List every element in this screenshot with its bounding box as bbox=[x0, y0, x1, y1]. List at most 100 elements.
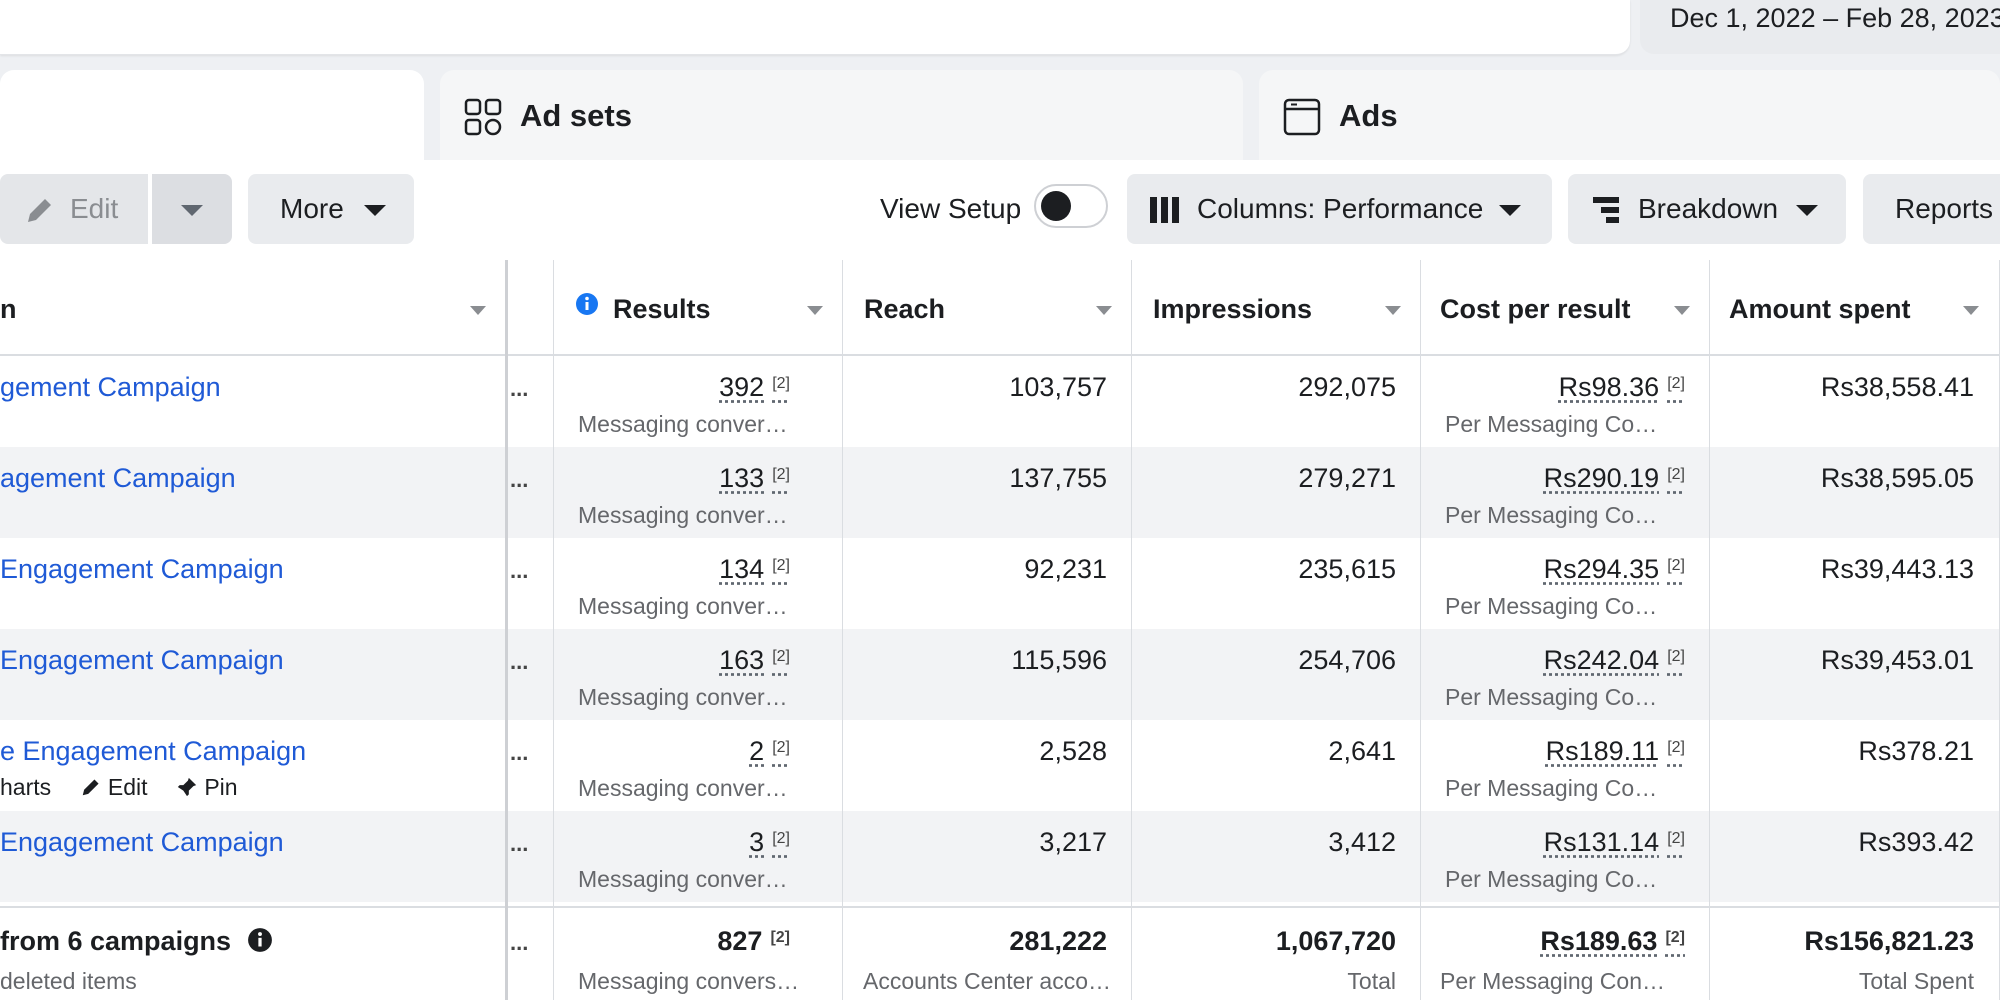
cost-per-result-value[interactable]: Rs98.36 [2] bbox=[1558, 372, 1685, 402]
campaign-name-link[interactable]: gement Campaign bbox=[0, 372, 221, 402]
table-row[interactable]: agement Campaign ... 133 [2] Messaging co… bbox=[0, 447, 2000, 538]
table-row[interactable]: Engagement Campaign ... 134 [2] Messaging… bbox=[0, 538, 2000, 629]
results-value[interactable]: 133 [2] bbox=[719, 463, 790, 493]
reports-button-label: Reports bbox=[1895, 193, 1994, 224]
breakdown-button-label: Breakdown bbox=[1638, 193, 1779, 224]
info-icon[interactable] bbox=[247, 927, 273, 953]
results-value[interactable]: 2 [2] bbox=[749, 736, 790, 766]
cost-per-result-sub: Per Messaging Co… bbox=[1445, 866, 1658, 892]
sort-icon[interactable] bbox=[1385, 306, 1401, 315]
column-header-label: Results bbox=[613, 294, 711, 324]
campaign-name-link[interactable]: e Engagement Campaign bbox=[0, 736, 307, 766]
table-row[interactable]: e Engagement Campaign harts Edit Pin ...… bbox=[0, 720, 2000, 811]
row-menu-ellipsis[interactable]: ... bbox=[510, 740, 529, 765]
column-header-spacer bbox=[505, 260, 553, 356]
row-menu-ellipsis[interactable]: ... bbox=[510, 558, 529, 583]
campaign-name-link[interactable]: Engagement Campaign bbox=[0, 554, 284, 584]
column-header-name[interactable]: n bbox=[0, 260, 505, 356]
total-amount-spent-sub: Total Spent bbox=[1858, 968, 1974, 994]
tab-campaigns[interactable] bbox=[0, 70, 424, 165]
total-cost-per-result-sub: Per Messaging Con… bbox=[1440, 968, 1665, 994]
impressions-value: 254,706 bbox=[1298, 645, 1396, 675]
view-charts-link[interactable]: harts bbox=[0, 774, 52, 800]
campaign-name-link[interactable]: Engagement Campaign bbox=[0, 827, 284, 857]
column-header-label: n bbox=[0, 294, 17, 324]
columns-button[interactable]: Columns: Performance bbox=[1127, 174, 1552, 244]
columns-button-label: Columns: Performance bbox=[1197, 193, 1484, 224]
pin-icon bbox=[177, 777, 197, 797]
edit-dropdown-button[interactable] bbox=[152, 174, 232, 244]
column-divider bbox=[553, 260, 554, 1000]
reach-value: 137,755 bbox=[1009, 463, 1107, 493]
tab-ads[interactable]: Ads bbox=[1259, 70, 2000, 160]
results-sub: Messaging conver… bbox=[578, 684, 788, 710]
view-setup-label: View Setup bbox=[880, 193, 1022, 224]
campaign-name-link[interactable]: agement Campaign bbox=[0, 463, 236, 493]
toggle-knob bbox=[1041, 191, 1071, 221]
row-menu-ellipsis[interactable]: ... bbox=[510, 376, 529, 401]
sort-icon[interactable] bbox=[1674, 306, 1690, 315]
row-edit-link[interactable]: Edit bbox=[107, 774, 148, 800]
campaigns-table: n Results Reach Impressions Cost per res… bbox=[0, 260, 2000, 1000]
column-header-label: Reach bbox=[864, 294, 946, 324]
impressions-value: 235,615 bbox=[1298, 554, 1396, 584]
tab-ad-sets[interactable]: Ad sets bbox=[440, 70, 1243, 160]
row-menu-ellipsis[interactable]: ... bbox=[510, 930, 529, 955]
impressions-value: 2,641 bbox=[1328, 736, 1396, 766]
more-button[interactable]: More bbox=[248, 174, 414, 244]
column-divider bbox=[1420, 260, 1421, 1000]
campaign-name-link[interactable]: Engagement Campaign bbox=[0, 645, 284, 675]
column-header-label: Amount spent bbox=[1729, 294, 1911, 324]
reach-value: 92,231 bbox=[1024, 554, 1107, 584]
row-menu-ellipsis[interactable]: ... bbox=[510, 467, 529, 492]
view-setup-toggle[interactable] bbox=[1034, 184, 1108, 228]
table-row[interactable]: Engagement Campaign ... 163 [2] Messaging… bbox=[0, 629, 2000, 720]
results-value[interactable]: 134 [2] bbox=[719, 554, 790, 584]
column-header-reach[interactable]: Reach bbox=[842, 260, 1131, 356]
row-menu-ellipsis[interactable]: ... bbox=[510, 831, 529, 856]
reports-button[interactable]: Reports bbox=[1863, 174, 2000, 244]
column-header-label: Impressions bbox=[1153, 294, 1313, 324]
row-menu-ellipsis[interactable]: ... bbox=[510, 649, 529, 674]
cost-per-result-value[interactable]: Rs131.14 [2] bbox=[1543, 827, 1685, 857]
total-cost-per-result-value[interactable]: Rs189.63 [2] bbox=[1540, 926, 1685, 956]
results-value[interactable]: 392 [2] bbox=[719, 372, 790, 402]
sort-icon[interactable] bbox=[1963, 306, 1979, 315]
results-value[interactable]: 3 [2] bbox=[749, 827, 790, 857]
breakdown-button[interactable]: Breakdown bbox=[1568, 174, 1846, 244]
total-results-sub: Messaging convers… bbox=[578, 968, 800, 994]
reach-value: 115,596 bbox=[1011, 645, 1107, 675]
total-impressions-value: 1,067,720 bbox=[1275, 926, 1396, 956]
sort-icon[interactable] bbox=[1096, 306, 1112, 315]
reach-value: 103,757 bbox=[1009, 372, 1107, 402]
sort-icon[interactable] bbox=[470, 306, 486, 315]
column-header-label: Cost per result bbox=[1440, 294, 1631, 324]
column-header-amount-spent[interactable]: Amount spent bbox=[1709, 260, 2000, 356]
cost-per-result-sub: Per Messaging Co… bbox=[1445, 775, 1658, 801]
cost-per-result-sub: Per Messaging Co… bbox=[1445, 684, 1658, 710]
table-row[interactable]: Engagement Campaign ... 3 [2] Messaging c… bbox=[0, 811, 2000, 902]
column-header-cost-per-result[interactable]: Cost per result bbox=[1420, 260, 1709, 356]
cost-per-result-value[interactable]: Rs294.35 [2] bbox=[1543, 554, 1685, 584]
date-range-picker[interactable]: Dec 1, 2022 – Feb 28, 2023 bbox=[1640, 0, 2000, 54]
pencil-icon bbox=[82, 779, 99, 796]
table-row[interactable]: gement Campaign ... 392 [2] Messaging con… bbox=[0, 356, 2000, 447]
results-sub: Messaging conver… bbox=[578, 593, 788, 619]
total-results-value: 827 [2] bbox=[717, 926, 790, 956]
results-value[interactable]: 163 [2] bbox=[719, 645, 790, 675]
cost-per-result-value[interactable]: Rs242.04 [2] bbox=[1543, 645, 1685, 675]
sort-icon[interactable] bbox=[807, 306, 823, 315]
column-header-impressions[interactable]: Impressions bbox=[1131, 260, 1420, 356]
total-reach-value: 281,222 bbox=[1009, 926, 1107, 956]
ads-icon bbox=[1283, 98, 1321, 136]
cost-per-result-value[interactable]: Rs290.19 [2] bbox=[1543, 463, 1685, 493]
impressions-value: 279,271 bbox=[1298, 463, 1396, 493]
top-bar bbox=[0, 0, 1630, 55]
cost-per-result-value[interactable]: Rs189.11 [2] bbox=[1545, 736, 1685, 766]
column-header-results[interactable]: Results bbox=[553, 260, 842, 356]
edit-button[interactable]: Edit bbox=[0, 174, 148, 244]
columns-icon bbox=[1150, 197, 1179, 223]
row-pin-link[interactable]: Pin bbox=[204, 774, 238, 800]
reach-value: 2,528 bbox=[1039, 736, 1107, 766]
column-divider bbox=[842, 260, 843, 1000]
